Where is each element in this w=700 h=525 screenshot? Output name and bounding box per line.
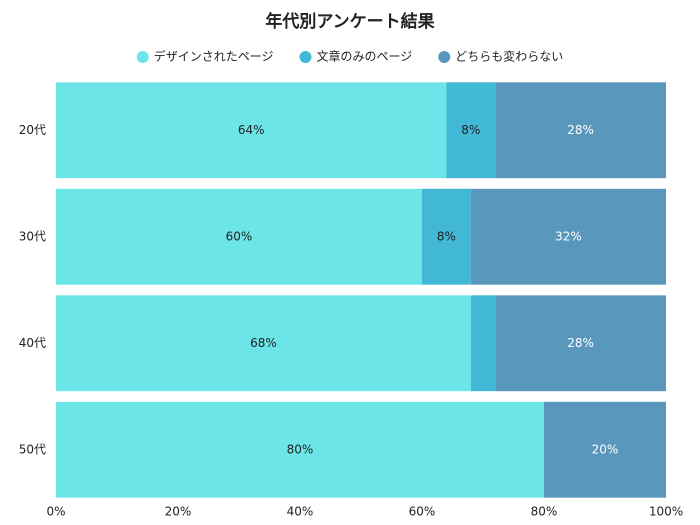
bar-segment xyxy=(422,188,471,285)
data-label: 80% xyxy=(287,442,314,456)
bar-segment xyxy=(56,82,447,179)
data-label: 64% xyxy=(238,123,265,137)
legend-swatch xyxy=(136,51,149,63)
bar-segment xyxy=(446,82,496,179)
bar-segment xyxy=(56,401,544,498)
x-tick-label: 100% xyxy=(649,505,683,519)
bar-segment xyxy=(470,188,666,285)
bar-segment xyxy=(495,295,666,392)
legend: デザインされたページ 文章のみのページ どちらも変わらない xyxy=(136,49,563,64)
y-tick-label: 30代 xyxy=(19,229,46,243)
bar-segment xyxy=(544,401,666,498)
y-tick-label: 40代 xyxy=(19,336,46,350)
data-label: 68% xyxy=(250,336,277,350)
data-label: 20% xyxy=(592,442,619,456)
data-label: 8% xyxy=(437,229,456,243)
data-label: 32% xyxy=(555,229,582,243)
x-tick-label: 20% xyxy=(165,505,192,519)
y-tick-label: 50代 xyxy=(19,442,46,456)
y-tick-label: 20代 xyxy=(19,123,46,137)
bar-segment xyxy=(56,295,471,392)
data-label: 28% xyxy=(567,336,594,350)
x-tick-label: 40% xyxy=(287,505,314,519)
chart-title: 年代別アンケート結果 xyxy=(265,11,434,32)
bar-segment xyxy=(495,82,666,179)
data-label: 60% xyxy=(226,229,253,243)
x-tick-label: 80% xyxy=(531,505,558,519)
bar-segment xyxy=(470,295,496,392)
legend-swatch xyxy=(438,51,451,63)
legend-swatch xyxy=(299,51,312,63)
legend-label: どちらも変わらない xyxy=(455,49,563,64)
x-tick-label: 0% xyxy=(46,505,65,519)
data-label: 8% xyxy=(461,123,480,137)
data-label: 28% xyxy=(567,123,594,137)
x-tick-label: 60% xyxy=(409,505,436,519)
legend-label: デザインされたページ xyxy=(154,49,274,64)
bar-segment xyxy=(56,188,422,285)
legend-label: 文章のみのページ xyxy=(316,49,412,64)
